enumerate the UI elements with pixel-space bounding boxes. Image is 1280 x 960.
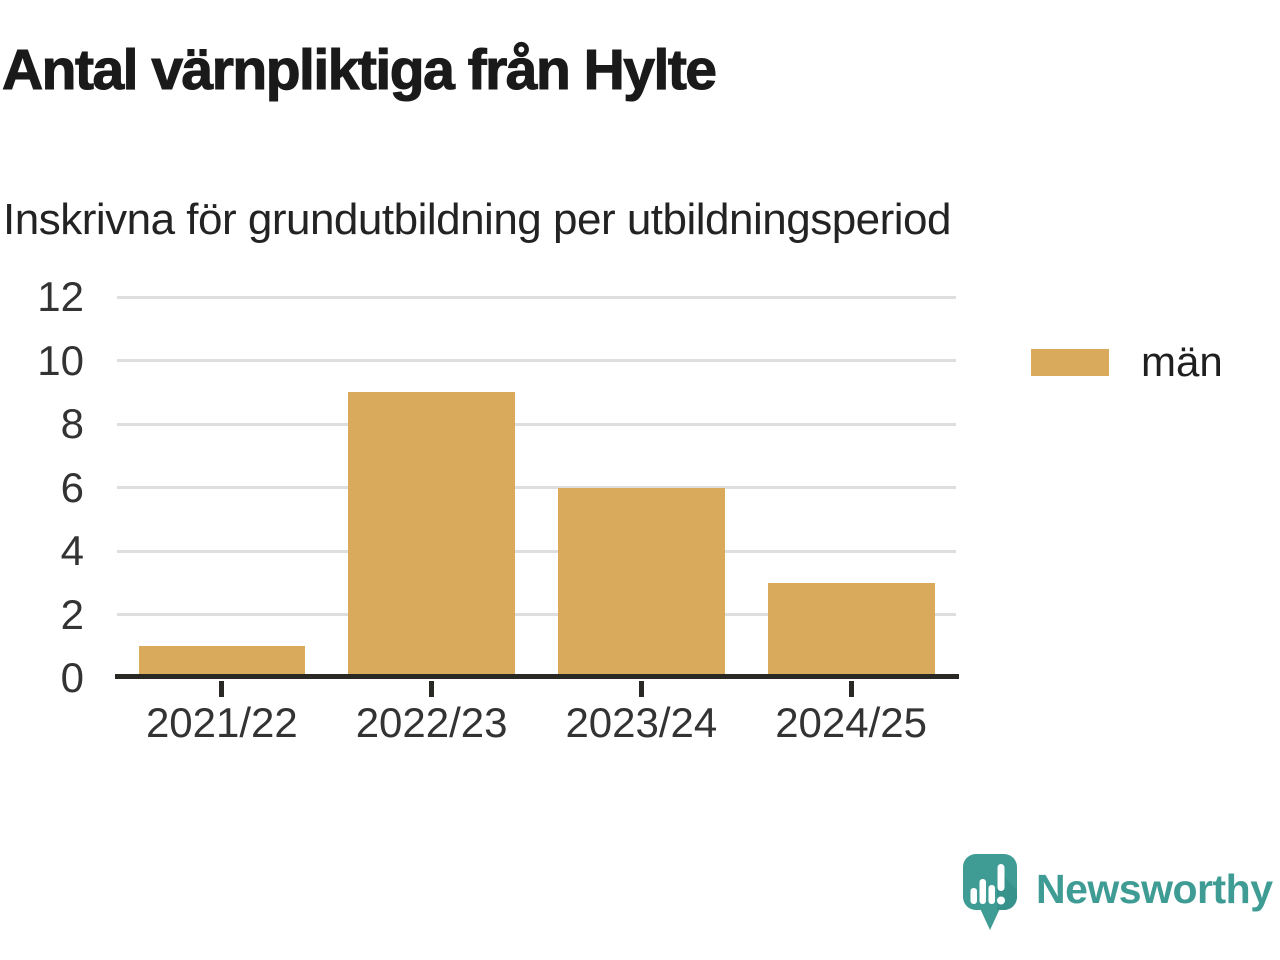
logo-bars-glyph: [970, 864, 1005, 905]
x-axis-labels: 2021/22 2022/23 2023/24 2024/25: [117, 701, 956, 745]
x-axis-line: [115, 674, 959, 679]
brand-footer: Newsworthy: [963, 854, 1273, 932]
y-axis-tick-label: 2: [60, 590, 84, 638]
x-axis-tick: [638, 681, 644, 697]
x-axis-tick: [219, 681, 225, 697]
y-axis-tick-label: 10: [37, 336, 84, 384]
newsworthy-logo-icon: [963, 854, 1017, 930]
brand-name: Newsworthy: [1036, 866, 1273, 912]
x-axis-ticks: [117, 681, 956, 697]
x-axis-tick-label: 2024/25: [775, 699, 928, 746]
x-axis-tick-label: 2022/23: [355, 699, 508, 746]
bar-band: [537, 297, 747, 678]
y-axis-tick-label: 0: [60, 654, 84, 701]
y-axis-tick-label: 4: [60, 527, 84, 574]
x-axis-tick-label: 2021/22: [145, 699, 298, 746]
chart-title: Antal värnpliktiga från Hylte: [1, 37, 717, 102]
bar-2021/22: [138, 646, 306, 678]
bar-2023/24: [558, 487, 725, 678]
x-axis-tick: [848, 681, 854, 697]
y-axis-tick-label: 6: [60, 463, 84, 511]
y-axis-tick-label: 8: [60, 400, 84, 447]
bars: [117, 297, 956, 678]
legend: män: [1031, 341, 1223, 383]
y-axis-labels: 0 2 4 6 8 10 12: [0, 276, 84, 699]
gridline: [117, 486, 956, 489]
bar-band: [117, 297, 327, 678]
gridline: [117, 549, 956, 553]
x-axis-tick-label: 2023/24: [565, 699, 718, 746]
gridline: [117, 295, 956, 299]
bar-2024/25: [767, 582, 935, 678]
legend-label: män: [1141, 338, 1223, 385]
gridline: [117, 359, 956, 362]
y-axis-tick-label: 12: [37, 273, 84, 320]
chart-subtitle: Inskrivna för grundutbildning per utbild…: [3, 195, 952, 244]
bar-2022/23: [348, 392, 515, 678]
legend-swatch: [1031, 348, 1109, 376]
gridline: [117, 613, 956, 616]
x-axis-tick: [429, 681, 435, 697]
gridline: [117, 422, 956, 426]
bar-band: [746, 297, 956, 678]
bar-band: [327, 297, 537, 678]
plot-area: [115, 295, 959, 697]
